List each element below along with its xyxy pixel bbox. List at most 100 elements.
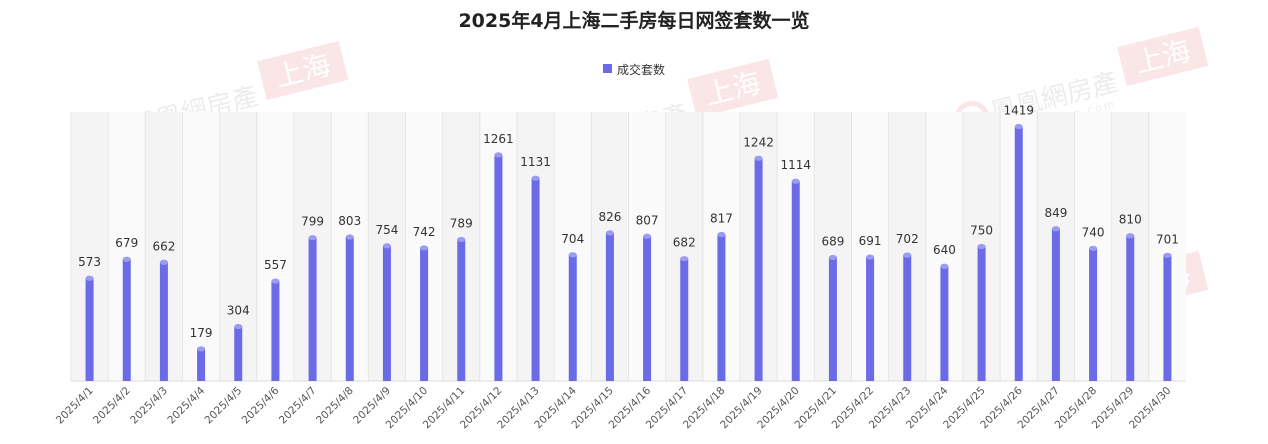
bar-2025/4/25[interactable]	[977, 246, 986, 382]
data-label: 742	[413, 225, 436, 239]
bar-2025/4/7[interactable]	[308, 237, 317, 381]
data-label: 1114	[780, 158, 811, 172]
bar-2025/4/10[interactable]	[420, 247, 429, 381]
bar-2025/4/18[interactable]	[717, 234, 726, 381]
bar-cap	[1126, 233, 1135, 239]
bar-cap	[159, 259, 168, 265]
bar-cap	[568, 252, 577, 258]
bar-2025/4/14[interactable]	[568, 254, 577, 381]
chart-legend[interactable]: 成交套数	[0, 61, 1268, 78]
data-label: 179	[190, 326, 213, 340]
bar-2025/4/5[interactable]	[234, 326, 243, 381]
data-label: 573	[78, 255, 101, 269]
x-tick-label: 2025/4/2	[91, 385, 133, 427]
bar-2025/4/26[interactable]	[1014, 126, 1023, 381]
grid-band	[182, 112, 220, 381]
bar-cap	[643, 233, 652, 239]
bar-cap	[197, 346, 206, 352]
x-tick-label: 2025/4/1	[54, 385, 96, 427]
data-label: 789	[450, 217, 473, 231]
bar-2025/4/19[interactable]	[754, 158, 763, 381]
data-label: 817	[710, 211, 733, 225]
bar-cap	[977, 243, 986, 250]
bar-2025/4/29[interactable]	[1126, 235, 1135, 381]
data-label: 750	[970, 224, 993, 238]
bar-2025/4/8[interactable]	[345, 237, 354, 381]
bar-cap	[345, 234, 354, 240]
data-label: 826	[598, 210, 621, 224]
bar-cap	[1051, 226, 1060, 232]
bar-cap	[271, 278, 280, 284]
bar-2025/4/6[interactable]	[271, 281, 280, 381]
bar-cap	[680, 256, 689, 262]
bar-cap	[1014, 123, 1023, 130]
bar-cap	[717, 231, 726, 238]
bar-2025/4/13[interactable]	[531, 178, 540, 381]
bar-cap	[1163, 252, 1172, 258]
bar-cap	[234, 323, 243, 330]
bar-2025/4/20[interactable]	[791, 181, 800, 381]
data-label: 803	[338, 214, 361, 228]
bar-2025/4/16[interactable]	[643, 236, 652, 381]
data-label: 1242	[743, 135, 774, 149]
x-tick-label: 2025/4/6	[240, 384, 282, 426]
bar-2025/4/23[interactable]	[903, 255, 912, 381]
bar-cap	[122, 256, 131, 262]
data-label: 1419	[1003, 104, 1034, 118]
bar-cap	[605, 230, 614, 236]
data-label: 702	[896, 232, 919, 246]
data-label: 799	[301, 215, 324, 229]
bar-2025/4/30[interactable]	[1163, 255, 1172, 381]
data-label: 691	[859, 234, 882, 248]
data-label: 304	[227, 303, 250, 317]
x-tick-label: 2025/4/4	[165, 384, 207, 426]
x-tick-label: 2025/4/8	[314, 385, 356, 427]
bar-cap	[1089, 245, 1098, 251]
bar-2025/4/21[interactable]	[828, 257, 837, 381]
data-label: 640	[933, 243, 956, 257]
bar-cap	[382, 243, 391, 249]
legend-label: 成交套数	[616, 63, 665, 77]
bar-cap	[866, 254, 875, 260]
bar-2025/4/12[interactable]	[494, 154, 503, 381]
bar-cap	[420, 245, 429, 251]
bar-cap	[754, 155, 763, 161]
data-label: 810	[1119, 213, 1142, 227]
legend-swatch	[602, 64, 612, 73]
bar-2025/4/27[interactable]	[1051, 228, 1060, 381]
data-label: 689	[821, 234, 844, 248]
chart-title: 2025年4月上海二手房每日网签套数一览	[458, 10, 810, 32]
data-label: 662	[152, 239, 175, 253]
bar-cap	[457, 236, 466, 243]
data-label: 807	[636, 213, 659, 227]
bar-2025/4/3[interactable]	[159, 262, 168, 381]
data-label: 701	[1156, 232, 1179, 246]
bar-2025/4/11[interactable]	[457, 239, 466, 381]
data-label: 682	[673, 236, 696, 250]
bar-2025/4/4[interactable]	[197, 348, 206, 381]
data-label: 679	[115, 236, 138, 250]
bar-2025/4/1[interactable]	[85, 278, 94, 381]
bar-2025/4/15[interactable]	[605, 232, 614, 381]
x-tick-label: 2025/4/5	[203, 385, 245, 427]
bar-cap	[791, 178, 800, 184]
data-label: 754	[375, 223, 398, 237]
bar-2025/4/17[interactable]	[680, 258, 689, 381]
data-label: 849	[1044, 206, 1067, 220]
data-label: 1131	[520, 155, 551, 169]
bar-cap	[531, 175, 540, 181]
x-tick-label: 2025/4/3	[128, 385, 170, 427]
bar-2025/4/24[interactable]	[940, 266, 949, 381]
bar-cap	[903, 252, 912, 258]
data-label: 557	[264, 258, 287, 272]
bar-2025/4/28[interactable]	[1089, 248, 1098, 381]
bar-2025/4/9[interactable]	[382, 245, 391, 381]
bar-2025/4/22[interactable]	[866, 257, 875, 381]
bar-cap	[308, 235, 317, 241]
bar-cap	[85, 275, 94, 281]
bar-2025/4/2[interactable]	[122, 259, 131, 381]
data-label: 1261	[483, 132, 514, 146]
bar-cap	[940, 263, 949, 269]
bar-cap	[828, 254, 837, 261]
